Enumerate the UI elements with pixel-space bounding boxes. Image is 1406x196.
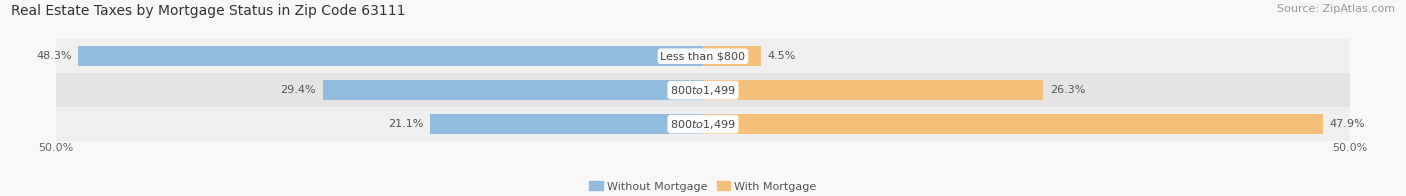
Bar (56, 73, 1350, 107)
Legend: Without Mortgage, With Mortgage: Without Mortgage, With Mortgage (589, 181, 817, 192)
Bar (79, 46, 703, 66)
Text: 29.4%: 29.4% (281, 85, 316, 95)
Text: Source: ZipAtlas.com: Source: ZipAtlas.com (1277, 4, 1395, 14)
Text: Less than $800: Less than $800 (661, 51, 745, 61)
Bar (703, 46, 761, 66)
Text: $800 to $1,499: $800 to $1,499 (671, 84, 735, 97)
Text: 48.3%: 48.3% (37, 51, 72, 61)
Text: Real Estate Taxes by Mortgage Status in Zip Code 63111: Real Estate Taxes by Mortgage Status in … (11, 4, 406, 18)
Text: $800 to $1,499: $800 to $1,499 (671, 118, 735, 131)
Bar (703, 114, 1323, 134)
Text: 47.9%: 47.9% (1329, 119, 1365, 129)
Bar (323, 80, 703, 100)
Text: 21.1%: 21.1% (388, 119, 423, 129)
Bar (430, 114, 703, 134)
Text: 26.3%: 26.3% (1050, 85, 1085, 95)
Text: 4.5%: 4.5% (768, 51, 796, 61)
Bar (56, 39, 1350, 73)
Bar (703, 80, 1043, 100)
Bar (56, 107, 1350, 141)
